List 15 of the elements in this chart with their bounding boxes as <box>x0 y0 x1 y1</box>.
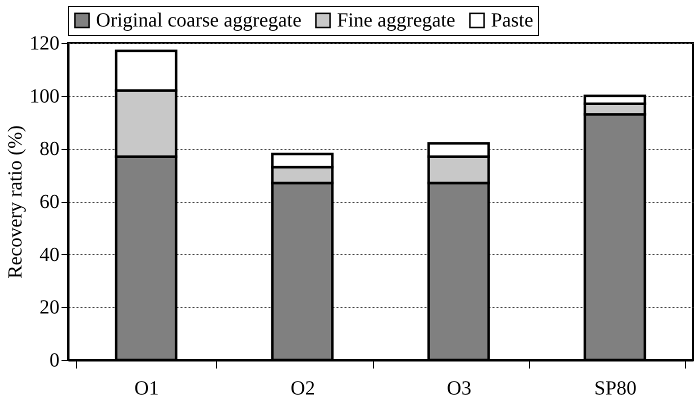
y-tick-label: 100 <box>30 85 60 108</box>
x-tick-label: O1 <box>134 378 159 400</box>
y-tick-label: 60 <box>40 191 60 213</box>
y-tick-label: 0 <box>50 350 60 372</box>
y-tick-label: 20 <box>40 296 60 319</box>
legend-label: Paste <box>491 9 534 32</box>
x-tick-label: O3 <box>446 378 472 400</box>
x-tick-label: SP80 <box>594 378 636 400</box>
y-axis-title: Recovery ratio (%) <box>4 125 26 279</box>
y-tick-label: 80 <box>40 138 60 160</box>
y-tick-label: 120 <box>30 32 60 54</box>
x-tick-label: O2 <box>290 378 316 400</box>
y-tick-label: 40 <box>40 244 60 266</box>
legend-label: Original coarse aggregate <box>96 9 302 32</box>
legend-label: Fine aggregate <box>337 9 456 32</box>
